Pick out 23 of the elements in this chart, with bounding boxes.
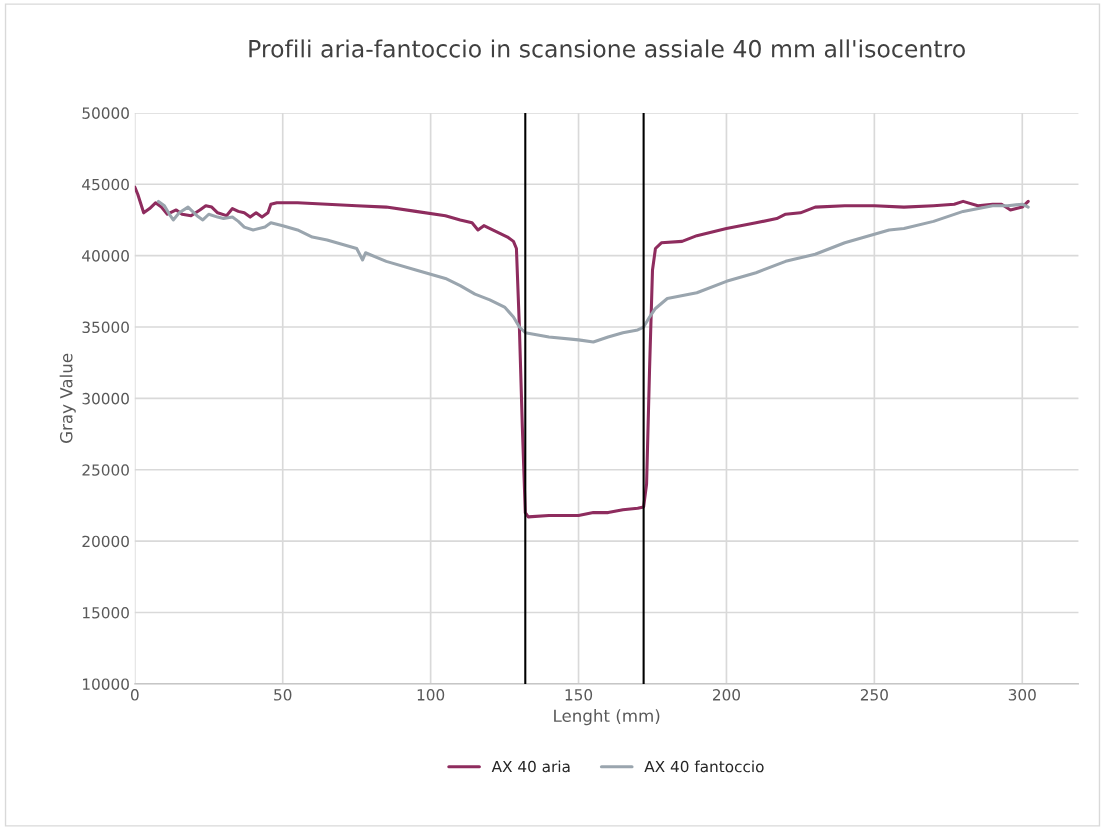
y-tick-label: 10000 xyxy=(83,678,129,690)
y-tick-label: 20000 xyxy=(82,535,129,548)
y-tick-label: 15000 xyxy=(83,607,129,619)
y-tick-label: 25000 xyxy=(82,464,129,476)
x-tick-label: 200 xyxy=(712,689,741,701)
x-tick-label: 300 xyxy=(1008,689,1036,701)
y-tick-label: 30000 xyxy=(82,392,129,405)
y-tick-label: 35000 xyxy=(82,321,129,334)
x-tick-label: 50 xyxy=(274,689,292,701)
x-tick-label: 250 xyxy=(860,689,888,701)
y-tick-label: 50000 xyxy=(82,107,129,119)
x-axis-title: Lenght (mm) xyxy=(554,709,660,726)
x-tick-label: 0 xyxy=(130,689,139,701)
line-series xyxy=(156,199,1030,344)
y-tick-label: 45000 xyxy=(82,178,129,191)
chart-title: Profili aria-fantoccio in scansione assiale 40 mm all'isocentro xyxy=(249,39,965,58)
x-tick-label: 150 xyxy=(565,689,593,701)
y-axis-title: Gray Value xyxy=(59,353,76,443)
y-tick-label: 40000 xyxy=(82,250,129,262)
line-series xyxy=(134,185,1030,519)
legend-label: AX 40 fantoccio xyxy=(644,760,764,773)
x-tick-label: 100 xyxy=(417,689,445,701)
legend-label: AX 40 aria xyxy=(491,760,570,773)
